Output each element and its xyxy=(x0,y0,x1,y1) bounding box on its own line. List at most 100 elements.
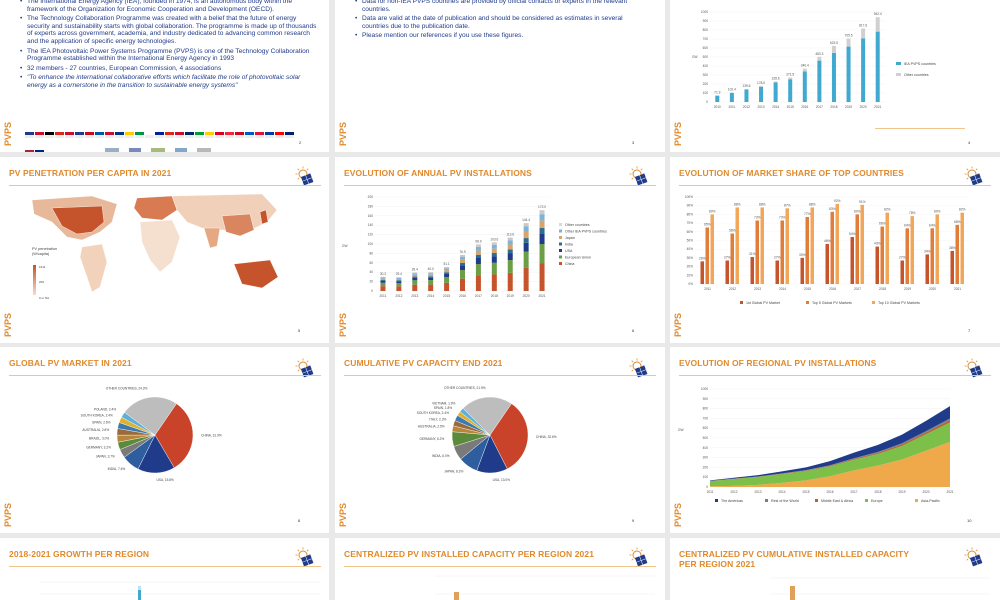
slide-8[interactable]: GLOBAL PV MARKET IN 2021 CHINA, 31.9% USA… xyxy=(0,347,329,533)
legend-label: India xyxy=(565,243,573,247)
slide-7[interactable]: EVOLUTION OF MARKET SHARE OF TOP COUNTRI… xyxy=(670,157,1000,343)
pvps-side-label: PVPS xyxy=(673,502,683,527)
bar xyxy=(775,260,779,284)
bar-segment xyxy=(861,38,866,102)
pvps-side-label: PVPS xyxy=(3,502,13,527)
pie-label: USA, 15.8% xyxy=(157,478,175,482)
slide-5[interactable]: PV PENETRATION PER CAPITA IN 2021 PV pen… xyxy=(0,157,329,343)
bar-value-label: 83% xyxy=(829,207,836,211)
bar-value-label: 27% xyxy=(774,256,781,260)
sun-ray xyxy=(297,177,300,180)
sun-ray xyxy=(975,360,978,363)
bar-segment xyxy=(396,278,402,281)
slide-11[interactable]: 2018-2021 GROWTH PER REGION xyxy=(0,538,329,600)
pvps-logo-icon xyxy=(964,166,983,186)
bar-value-label: 82% xyxy=(959,208,966,212)
y-tick-label: 700 xyxy=(703,37,709,41)
y-tick-label: 90% xyxy=(687,204,694,208)
bar-segment xyxy=(507,272,513,291)
bar-segment xyxy=(412,273,418,275)
bar-value-label: 54% xyxy=(849,232,856,236)
slide-12[interactable]: CENTRALIZED PV INSTALLED CAPACITY PER RE… xyxy=(335,538,665,600)
bar-segment xyxy=(475,246,481,251)
title-rule xyxy=(344,566,656,567)
bar-segment xyxy=(444,272,450,274)
slide-13[interactable]: CENTRALIZED PV CUMULATIVE INSTALLED CAPA… xyxy=(670,538,1000,600)
bar-total-label: 271.5 xyxy=(786,73,794,77)
bar-segment xyxy=(875,17,880,32)
title-rule xyxy=(9,185,321,186)
slide-title: PV PENETRATION PER CAPITA IN 2021 xyxy=(9,168,172,178)
bar-segment xyxy=(788,79,793,102)
bar xyxy=(785,208,789,284)
slide-3[interactable]: Data for non-IEA PVPS countries are prov… xyxy=(335,0,665,152)
bar-segment xyxy=(507,237,513,241)
slide-6[interactable]: EVOLUTION OF ANNUAL PV INSTALLATIONS 0 20… xyxy=(335,157,665,343)
legend-label: European Union xyxy=(565,256,591,260)
bar-segment xyxy=(444,268,450,271)
slide-9[interactable]: CUMULATIVE PV CAPACITY END 2021 CHINA, 3… xyxy=(335,347,665,533)
country-flag-icon xyxy=(205,132,214,138)
slide-2[interactable]: The International Energy Agency (IEA), f… xyxy=(0,0,329,152)
x-tick-label: 2018 xyxy=(830,105,837,109)
y-tick-label: 40% xyxy=(687,247,694,251)
x-tick-label: 2011 xyxy=(380,294,387,298)
y-tick-label: 400 xyxy=(703,64,709,68)
x-tick-label: 2018 xyxy=(491,294,498,298)
bar-segment xyxy=(861,28,866,39)
x-tick-label: 2019 xyxy=(507,294,514,298)
sun-ray xyxy=(966,177,969,180)
bar-segment xyxy=(475,257,481,265)
bar xyxy=(960,212,964,284)
x-tick-label: 2016 xyxy=(826,490,833,494)
cumulative-capacity-chart: 0 100 200 300 400 500 600 700 800 900 1000 71.9 2010… xyxy=(692,10,936,109)
pvps-logo-icon xyxy=(295,547,314,567)
bullet: Data for non-IEA PVPS countries are prov… xyxy=(355,0,645,13)
slide-10[interactable]: EVOLUTION OF REGIONAL PV INSTALLATIONS 0… xyxy=(670,347,1000,533)
legend-label: Top 10 Global PV Markets xyxy=(878,301,920,305)
bar-total-label: 178.0 xyxy=(757,81,765,85)
bar-segment xyxy=(539,227,545,234)
y-tick-label: 180 xyxy=(368,204,374,208)
x-tick-label: 2010 xyxy=(714,105,721,109)
bar-segment xyxy=(380,282,386,287)
bar-total-label: 51.1 xyxy=(443,262,449,266)
pie-slice xyxy=(489,403,529,470)
bar-value-label: 43% xyxy=(874,242,881,246)
bar-segment xyxy=(380,279,386,281)
legend-swatch xyxy=(740,301,743,304)
bar-segment xyxy=(523,231,529,239)
slide-title: CUMULATIVE PV CAPACITY END 2021 xyxy=(344,358,503,368)
page-number: 5 xyxy=(298,328,301,333)
bar xyxy=(755,220,759,284)
x-tick-label: 2015 xyxy=(804,287,811,291)
x-tick-label: 2015 xyxy=(787,105,794,109)
x-tick-label: 2012 xyxy=(743,105,750,109)
title-rule xyxy=(679,185,991,186)
slide-4[interactable]: 0 100 200 300 400 500 600 700 800 900 1000 71.9 2010… xyxy=(670,0,1000,152)
bar-segment xyxy=(428,274,434,277)
legend-swatch xyxy=(865,499,868,502)
bar-segment xyxy=(396,277,402,278)
legend-swatch xyxy=(915,499,918,502)
bar xyxy=(835,203,839,284)
pie-label: AUSTRALIA, 2.8% xyxy=(82,428,109,432)
bar-total-label: 98.9 xyxy=(475,240,481,244)
country-flag-icon xyxy=(135,132,144,138)
bar-total-label: 71.9 xyxy=(714,91,720,95)
bar-value-label: 38% xyxy=(949,246,956,250)
legend-label: Japan xyxy=(565,236,575,240)
y-tick-label: 200 xyxy=(703,82,709,86)
y-tick-label: 40 xyxy=(369,270,373,274)
bar-segment xyxy=(539,220,545,228)
bar-segment xyxy=(788,77,793,80)
x-tick-label: 2017 xyxy=(475,294,482,298)
slide-title: CENTRALIZED PV CUMULATIVE INSTALLED CAPA… xyxy=(679,549,909,569)
sun-ray xyxy=(640,549,643,552)
sun-ray xyxy=(631,168,634,171)
panel-grid xyxy=(302,369,312,374)
pie-label: OTHER COUNTRIES, 21.9% xyxy=(444,386,486,390)
bar-segment xyxy=(523,242,529,252)
x-tick-label: 2013 xyxy=(757,105,764,109)
y-tick-label: 400 xyxy=(703,446,709,450)
